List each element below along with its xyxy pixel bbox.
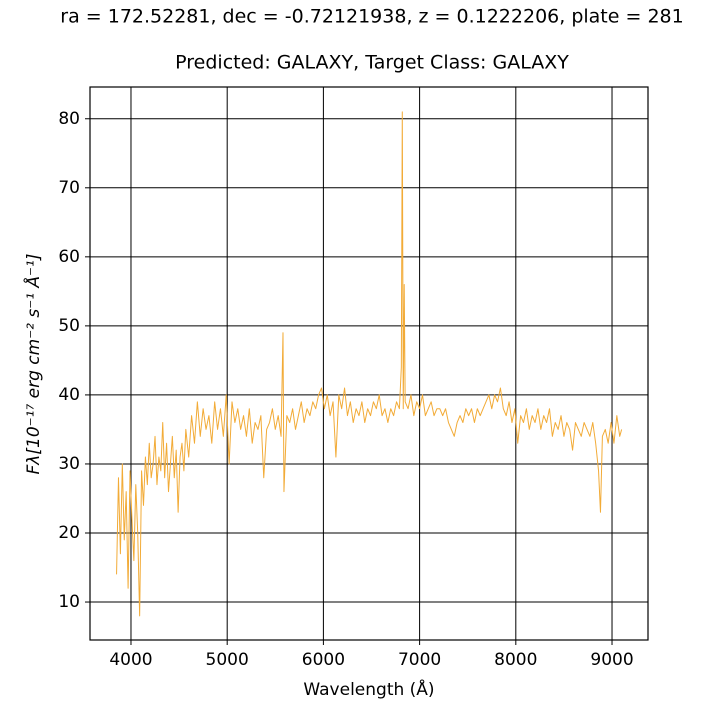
y-tick-label: 40 (58, 385, 80, 405)
y-tick-label: 60 (58, 247, 80, 267)
x-axis-label: Wavelength (Å) (303, 678, 434, 700)
x-tick-label: 9000 (590, 650, 633, 670)
y-tick-label: 50 (58, 316, 80, 336)
plot-frame (89, 86, 649, 641)
x-tick-label: 4000 (109, 650, 152, 670)
x-tick-label: 6000 (302, 650, 345, 670)
y-tick-label: 30 (58, 454, 80, 474)
y-tick-label: 20 (58, 523, 80, 543)
chart-title: ra = 172.52281, dec = -0.72121938, z = 0… (60, 6, 683, 28)
spectrum-line (116, 111, 623, 617)
y-tick-label: 80 (58, 109, 80, 129)
x-tick-label: 5000 (206, 650, 249, 670)
chart-subtitle: Predicted: GALAXY, Target Class: GALAXY (175, 52, 569, 74)
y-axis-label: Fλ[10⁻¹⁷ erg cm⁻² s⁻¹ Å⁻¹] (22, 254, 44, 475)
y-tick-label: 10 (58, 592, 80, 612)
x-tick-label: 8000 (494, 650, 537, 670)
y-tick-label: 70 (58, 178, 80, 198)
x-tick-label: 7000 (398, 650, 441, 670)
